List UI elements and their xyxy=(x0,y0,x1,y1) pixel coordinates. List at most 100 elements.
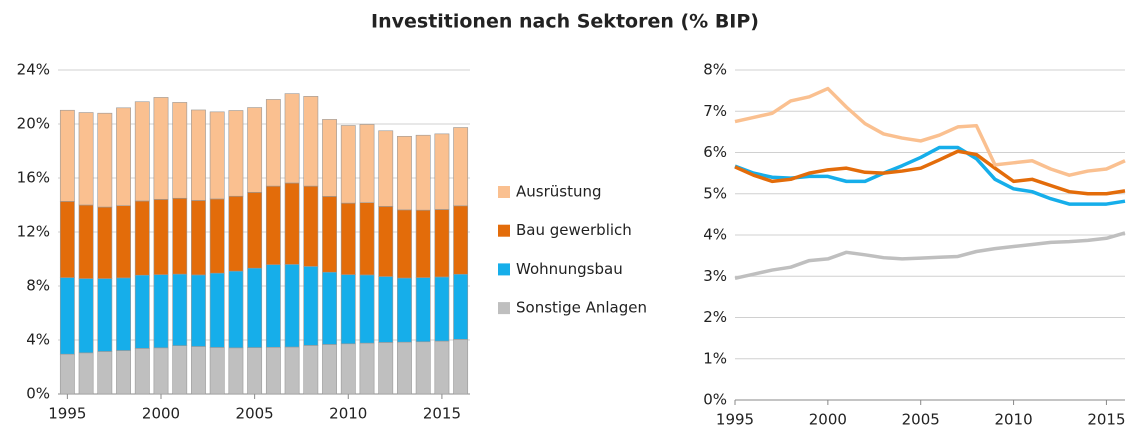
legend-swatch xyxy=(498,263,510,276)
bar-segment xyxy=(247,192,263,269)
bar-segment xyxy=(209,198,225,274)
bar-segment xyxy=(191,346,206,395)
legend-label: Sonstige Anlagen xyxy=(516,299,647,317)
bar-segment xyxy=(359,342,375,395)
bar-segment xyxy=(322,344,337,395)
y-tick-label: 2% xyxy=(703,308,727,326)
bar-segment xyxy=(453,127,469,207)
x-tick-label: 2015 xyxy=(1087,411,1125,429)
bar-segment xyxy=(209,111,225,200)
bar-segment xyxy=(134,200,150,276)
line-series xyxy=(734,86,1126,177)
bar-segment xyxy=(97,278,113,352)
bar-segment xyxy=(134,274,150,349)
bar-segment xyxy=(97,206,113,279)
bar-segment xyxy=(340,343,356,395)
bar-segment xyxy=(378,130,394,207)
x-tick-label: 2015 xyxy=(423,405,461,423)
bar-segment xyxy=(397,209,412,279)
x-tick-label: 2005 xyxy=(236,405,274,423)
bar-segment xyxy=(303,345,319,395)
y-tick-label: 0% xyxy=(703,391,727,409)
legend-swatch xyxy=(498,224,510,237)
bar-segment xyxy=(378,342,394,395)
x-tick-label: 2005 xyxy=(902,411,940,429)
y-tick-label: 5% xyxy=(703,184,727,202)
bar-segment xyxy=(453,205,469,275)
bar-segment xyxy=(247,267,263,348)
bar-segment xyxy=(303,266,319,346)
bar-segment xyxy=(59,201,75,278)
y-tick-label: 6% xyxy=(703,143,727,161)
legend-label: Ausrüstung xyxy=(516,183,602,201)
bar-segment xyxy=(284,264,300,348)
bar-segment xyxy=(265,264,281,348)
x-tick-label: 2000 xyxy=(809,411,847,429)
bar-segment xyxy=(228,195,244,272)
chart-title: Investitionen nach Sektoren (% BIP) xyxy=(371,11,759,33)
bar-segment xyxy=(78,352,94,395)
legend-label: Bau gewerblich xyxy=(516,221,632,239)
bar-segment xyxy=(134,101,150,202)
bar-segment xyxy=(59,109,75,202)
bar-segment xyxy=(153,274,169,349)
bar-segment xyxy=(172,345,188,395)
bar-segment xyxy=(191,200,206,276)
bar-segment xyxy=(78,204,94,279)
bar-segment xyxy=(172,197,188,275)
bar-segment xyxy=(116,205,131,279)
x-tick-label: 2010 xyxy=(329,405,367,423)
bar-segment xyxy=(322,119,337,197)
legend-swatch xyxy=(498,302,510,315)
y-tick-label: 16% xyxy=(17,169,50,187)
bar-segment xyxy=(434,340,450,395)
bar-segment xyxy=(172,273,188,346)
bar-segment xyxy=(397,277,412,343)
bar-segment xyxy=(434,276,450,342)
bar-segment xyxy=(340,202,356,275)
bar-segment xyxy=(209,272,225,348)
bar-segment xyxy=(359,274,375,344)
bar-segment xyxy=(340,274,356,345)
bar-segment xyxy=(228,347,244,395)
x-tick-label: 2000 xyxy=(142,405,180,423)
y-tick-label: 3% xyxy=(703,267,727,285)
y-tick-label: 24% xyxy=(17,61,50,79)
bar-segment xyxy=(78,112,94,206)
line-series xyxy=(734,149,1126,196)
bar-segment xyxy=(453,273,469,340)
bar-segment xyxy=(434,209,450,278)
bar-segment xyxy=(247,347,263,395)
y-tick-label: 4% xyxy=(703,226,727,244)
y-tick-label: 4% xyxy=(26,331,50,349)
bar-segment xyxy=(303,96,319,187)
bar-segment xyxy=(153,347,169,395)
bar-segment xyxy=(265,346,281,395)
bar-segment xyxy=(359,124,375,204)
bar-segment xyxy=(153,199,169,275)
bar-segment xyxy=(59,277,75,355)
bar-segment xyxy=(97,112,113,208)
bar-segment xyxy=(322,271,337,345)
bar-segment xyxy=(191,109,206,201)
bar-segment xyxy=(415,277,431,343)
bar-segment xyxy=(116,277,131,351)
y-tick-label: 0% xyxy=(26,385,50,403)
y-tick-label: 8% xyxy=(26,277,50,295)
bar-segment xyxy=(265,99,281,187)
bar-segment xyxy=(209,347,225,395)
y-tick-label: 12% xyxy=(17,223,50,241)
bar-segment xyxy=(284,182,300,265)
bar-segment xyxy=(228,110,244,197)
bar-segment xyxy=(191,274,206,347)
bar-segment xyxy=(172,102,188,199)
bar-segment xyxy=(59,353,75,395)
bar-segment xyxy=(415,209,431,278)
bar-segment xyxy=(415,341,431,395)
bar-segment xyxy=(153,97,169,200)
line-series xyxy=(734,231,1126,281)
y-tick-label: 1% xyxy=(703,349,727,367)
y-tick-label: 20% xyxy=(17,115,50,133)
bar-segment xyxy=(284,93,300,184)
bar-segment xyxy=(78,278,94,354)
